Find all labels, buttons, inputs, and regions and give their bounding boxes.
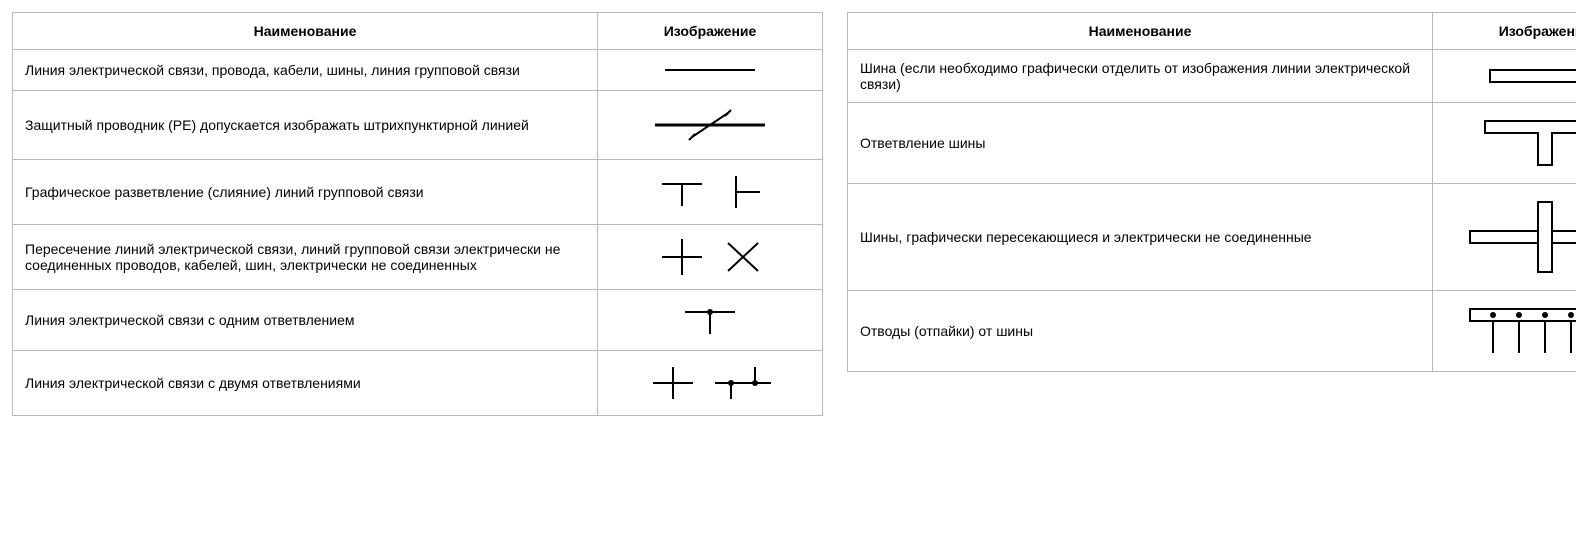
table-row: Защитный проводник (РЕ) допускается изоб…	[13, 91, 823, 160]
table-row: Линия электрической связи с одним ответв…	[13, 290, 823, 351]
table-row: Линия электрической связи, провода, кабе…	[13, 50, 823, 91]
row-symbol	[598, 225, 823, 290]
row-name: Шины, графически пересекающиеся и электр…	[848, 184, 1433, 291]
table-row: Линия электрической связи с двумя ответв…	[13, 351, 823, 416]
table-row: Отводы (отпайки) от шины	[848, 291, 1576, 372]
header-name: Наименование	[848, 13, 1433, 50]
symbols-table-left: Наименование Изображение Линия электриче…	[12, 12, 823, 416]
row-symbol	[598, 160, 823, 225]
row-symbol	[598, 351, 823, 416]
hline-icon	[650, 60, 770, 80]
bus-tee-icon	[1470, 113, 1576, 173]
bus-cross-icon	[1460, 194, 1576, 280]
row-symbol	[1433, 103, 1576, 184]
bus-rect-icon	[1475, 61, 1576, 91]
table-row: Ответвление шины	[848, 103, 1576, 184]
row-name: Пересечение линий электрической связи, л…	[13, 225, 598, 290]
header-image: Изображение	[598, 13, 823, 50]
row-symbol	[1433, 184, 1576, 291]
row-name: Шина (если необходимо графически отделит…	[848, 50, 1433, 103]
row-name: Ответвление шины	[848, 103, 1433, 184]
two-branch-icon	[635, 361, 785, 405]
row-symbol	[598, 290, 823, 351]
symbols-table-right: Наименование Изображение Шина (если необ…	[847, 12, 1576, 372]
table-row: Графическое разветвление (слияние) линий…	[13, 160, 823, 225]
row-name: Линия электрической связи с одним ответв…	[13, 290, 598, 351]
row-name: Линия электрической связи с двумя ответв…	[13, 351, 598, 416]
tee-pair-icon	[640, 170, 780, 214]
row-name: Защитный проводник (РЕ) допускается изоб…	[13, 91, 598, 160]
header-name: Наименование	[13, 13, 598, 50]
table-row: Шины, графически пересекающиеся и электр…	[848, 184, 1576, 291]
tee-dot-icon	[660, 300, 760, 340]
table-row: Пересечение линий электрической связи, л…	[13, 225, 823, 290]
row-symbol	[598, 91, 823, 160]
row-symbol	[598, 50, 823, 91]
bus-taps-icon	[1460, 301, 1576, 361]
row-symbol	[1433, 50, 1576, 103]
row-symbol	[1433, 291, 1576, 372]
plus-x-icon	[640, 235, 780, 279]
pe-slash-icon	[640, 101, 780, 149]
row-name: Отводы (отпайки) от шины	[848, 291, 1433, 372]
row-name: Графическое разветвление (слияние) линий…	[13, 160, 598, 225]
table-row: Шина (если необходимо графически отделит…	[848, 50, 1576, 103]
header-image: Изображение	[1433, 13, 1576, 50]
row-name: Линия электрической связи, провода, кабе…	[13, 50, 598, 91]
